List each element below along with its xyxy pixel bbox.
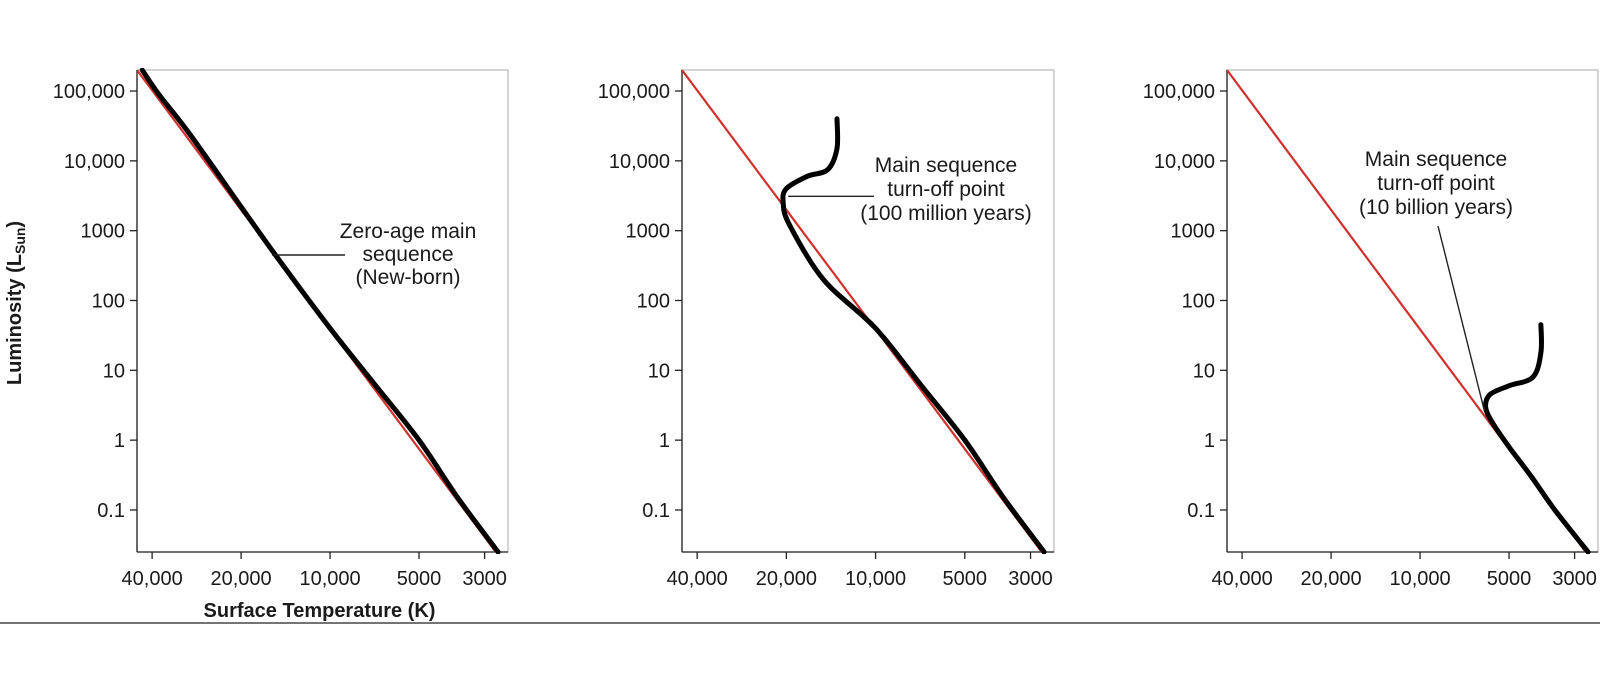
plot-frame	[681, 69, 1055, 553]
y-tick-label: 10,000	[64, 151, 125, 173]
annotation-line: Main sequence	[875, 154, 1017, 177]
annotation-line: (New-born)	[355, 266, 460, 289]
annotation-line: Main sequence	[1365, 148, 1507, 171]
x-tick-label: 20,000	[756, 568, 817, 590]
x-tick-label: 40,000	[667, 568, 728, 590]
x-tick-label: 40,000	[122, 568, 183, 590]
y-tick-label: 1	[1204, 430, 1215, 452]
y-tick-label: 1000	[1171, 221, 1216, 243]
y-tick-label: 10	[1193, 360, 1215, 382]
x-tick-label: 5000	[397, 568, 442, 590]
annotation-line: turn-off point	[887, 178, 1005, 201]
x-tick-label: 5000	[943, 568, 988, 590]
y-tick-label: 100,000	[1143, 81, 1215, 103]
y-tick-label: 1000	[81, 221, 126, 243]
plot-frame	[1226, 69, 1599, 553]
x-tick-label: 3000	[1552, 568, 1597, 590]
isochrone-line	[1483, 322, 1591, 554]
annotation-line: Zero-age main	[340, 220, 477, 243]
y-tick-label: 1	[114, 430, 125, 452]
x-tick-label: 20,000	[211, 568, 272, 590]
annotation-line: (10 billion years)	[1359, 196, 1513, 219]
y-axis-title-sub: Sun	[12, 228, 28, 254]
y-tick-label: 1	[659, 430, 670, 452]
annotation-line: (100 million years)	[860, 202, 1032, 225]
x-tick-label: 5000	[1487, 568, 1532, 590]
panel-right: 0.1 1 10 100 1000 10,000 100,000 40,000 20,000 10…	[1143, 69, 1599, 590]
y-tick-label: 100	[92, 290, 125, 312]
annotation-line: turn-off point	[1377, 172, 1495, 195]
panel-left: 0.1 1 10 100 1000 10,000 100,000 40,000 20,000 10…	[4, 68, 509, 622]
x-axis-title: Surface Temperature (K)	[204, 600, 436, 622]
annotation-leader	[1437, 225, 1486, 412]
x-tick-label: 3000	[1008, 568, 1053, 590]
x-tick-label: 40,000	[1212, 568, 1273, 590]
x-tick-label: 3000	[462, 568, 507, 590]
y-tick-label: 0.1	[97, 500, 125, 522]
y-tick-label: 0.1	[1187, 500, 1215, 522]
y-tick-label: 10,000	[1154, 151, 1215, 173]
y-axis-title-text: Luminosity (L	[4, 254, 26, 385]
y-tick-label: 100	[1182, 290, 1215, 312]
y-tick-label: 10	[103, 360, 125, 382]
zams-line	[682, 69, 1043, 553]
y-axis-title: Luminosity (LSun)	[4, 221, 28, 385]
x-tick-label: 20,000	[1301, 568, 1362, 590]
x-tick-label: 10,000	[1389, 568, 1450, 590]
y-tick-label: 0.1	[642, 500, 670, 522]
y-tick-label: 10,000	[609, 151, 670, 173]
y-tick-label: 1000	[626, 221, 671, 243]
isochrone-line	[139, 68, 501, 554]
x-tick-label: 10,000	[299, 568, 360, 590]
y-tick-label: 100,000	[598, 81, 670, 103]
isochrone-line	[780, 116, 1047, 554]
x-tick-label: 10,000	[845, 568, 906, 590]
y-tick-label: 10	[648, 360, 670, 382]
annotation-line: sequence	[362, 243, 453, 266]
y-tick-label: 100,000	[53, 81, 125, 103]
y-tick-label: 100	[637, 290, 670, 312]
panel-middle: 0.1 1 10 100 1000 10,000 100,000 40,000 20,000 10…	[598, 69, 1055, 590]
y-axis-title-close: )	[4, 221, 26, 228]
